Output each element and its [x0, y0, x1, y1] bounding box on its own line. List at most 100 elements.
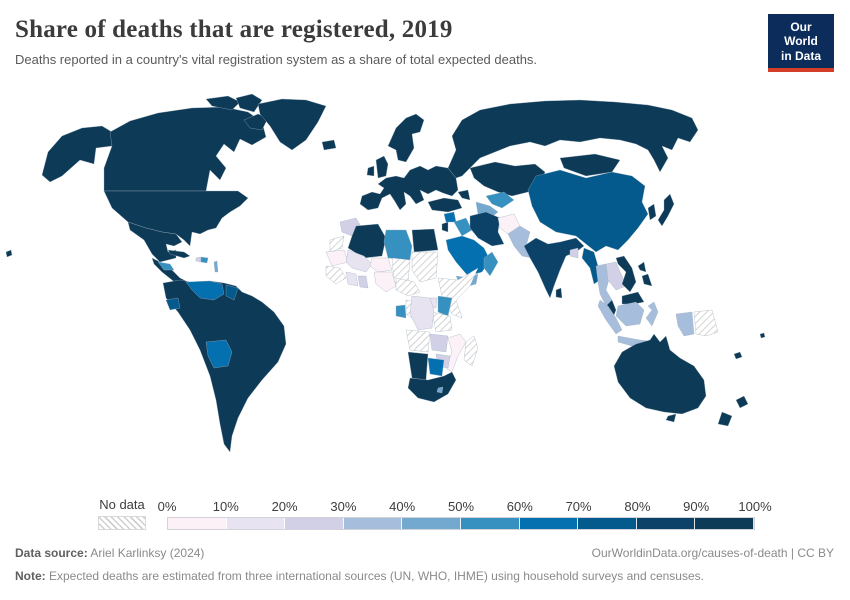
region-angola[interactable] [405, 329, 431, 353]
region-saudi-arabia[interactable] [445, 235, 491, 277]
legend-bin-20-30[interactable] [285, 518, 344, 529]
region-south-africa[interactable] [407, 371, 457, 403]
legend-tick-label: 70% [565, 499, 592, 514]
region-mauritania[interactable] [325, 249, 349, 267]
legend-tick-label: 30% [330, 499, 357, 514]
region-iraq[interactable] [453, 217, 473, 237]
region-cote-divoire[interactable] [345, 271, 359, 287]
legend-tick-label: 100% [738, 499, 772, 514]
owid-logo[interactable]: Our World in Data [768, 14, 834, 73]
region-bolivia[interactable] [205, 339, 233, 369]
legend-bin-40-50[interactable] [402, 518, 461, 529]
region-russia[interactable] [447, 99, 699, 179]
region-papua-new-guinea[interactable] [693, 309, 719, 337]
region-bangladesh[interactable] [569, 247, 579, 259]
region-malaysia-borneo[interactable] [621, 291, 645, 305]
legend-tick-label: 50% [447, 499, 475, 514]
region-niger[interactable] [369, 257, 393, 273]
region-china[interactable] [527, 169, 649, 253]
data-source-text: Ariel Karlinksy (2024) [87, 546, 205, 560]
region-scandinavia[interactable] [387, 113, 425, 163]
region-mali[interactable] [345, 249, 373, 273]
region-algeria[interactable] [347, 223, 387, 259]
region-zambia[interactable] [429, 333, 449, 353]
legend-bin-0-10[interactable] [168, 518, 227, 529]
legend-bin-30-40[interactable] [343, 518, 403, 529]
legend-bin-50-60[interactable] [460, 518, 520, 529]
region-baffin-island[interactable] [243, 113, 269, 131]
region-iceland[interactable] [321, 139, 337, 151]
region-sri-lanka[interactable] [555, 287, 563, 299]
region-arctic-island-1[interactable] [205, 95, 241, 111]
region-drc[interactable] [409, 295, 435, 331]
region-chad[interactable] [391, 257, 411, 283]
region-guyana[interactable] [225, 284, 239, 301]
region-dominican-republic[interactable] [200, 256, 209, 264]
region-caucasus[interactable] [457, 189, 471, 201]
owid-url-link[interactable]: OurWorldinData.org/causes-of-death | CC … [591, 546, 834, 560]
region-united-kingdom[interactable] [375, 155, 389, 179]
region-ghana[interactable] [357, 275, 369, 289]
region-namibia[interactable] [407, 351, 429, 381]
region-sumatra[interactable] [597, 299, 623, 335]
region-oman[interactable] [483, 251, 499, 277]
region-tasmania[interactable] [665, 413, 677, 423]
legend-bin-10-20[interactable] [226, 518, 286, 529]
legend-bin-70-80[interactable] [578, 518, 637, 529]
legend-no-data[interactable]: No data [98, 497, 146, 530]
region-myanmar[interactable] [581, 247, 601, 285]
region-vietnam[interactable] [615, 255, 637, 293]
region-alaska[interactable] [41, 125, 113, 183]
region-cameroon-car[interactable] [395, 277, 421, 297]
region-turkey[interactable] [427, 197, 463, 213]
region-lesser-antilles[interactable] [213, 260, 219, 273]
region-ecuador[interactable] [165, 297, 181, 311]
region-nigeria[interactable] [373, 271, 397, 293]
region-korea[interactable] [647, 203, 657, 221]
region-libya[interactable] [383, 229, 413, 261]
region-botswana[interactable] [427, 357, 445, 377]
region-gabon[interactable] [395, 304, 407, 319]
region-venezuela[interactable] [185, 280, 225, 301]
region-japan[interactable] [657, 193, 675, 227]
legend-bin-80-90[interactable] [636, 518, 696, 529]
region-western-sahara[interactable] [329, 235, 345, 253]
region-greenland[interactable] [257, 98, 327, 151]
region-honduras[interactable] [157, 261, 175, 271]
region-cuba[interactable] [167, 249, 191, 259]
region-egypt[interactable] [411, 228, 439, 253]
region-india[interactable] [523, 237, 585, 299]
region-australia[interactable] [613, 333, 707, 415]
region-west-papua[interactable] [675, 311, 695, 337]
note-text: Expected deaths are estimated from three… [45, 569, 704, 583]
region-uzbekistan[interactable] [485, 191, 515, 209]
region-hawaii[interactable] [5, 249, 13, 258]
owid-logo-line1: Our World [784, 20, 818, 49]
region-arctic-island-2[interactable] [235, 93, 263, 113]
region-jordan-israel[interactable] [441, 221, 449, 233]
region-west-africa-guinea[interactable] [325, 265, 347, 285]
region-new-zealand[interactable] [717, 395, 749, 427]
region-europe-mainland[interactable] [359, 165, 459, 211]
region-haiti[interactable] [195, 256, 202, 263]
region-new-caledonia[interactable] [733, 351, 743, 360]
region-canada[interactable] [103, 106, 267, 192]
region-sulawesi[interactable] [645, 301, 659, 327]
legend-bin-60-70[interactable] [519, 518, 579, 529]
region-kenya[interactable] [437, 295, 453, 317]
region-lesotho[interactable] [436, 386, 444, 394]
data-source-label: Data source: [15, 546, 88, 560]
region-tanzania[interactable] [431, 311, 453, 333]
region-madagascar[interactable] [463, 335, 479, 367]
legend-bin-90-100[interactable] [695, 518, 754, 529]
region-fiji[interactable] [759, 332, 766, 339]
region-borneo-indonesia[interactable] [615, 301, 645, 327]
region-ireland[interactable] [366, 165, 375, 177]
region-syria[interactable] [443, 211, 457, 223]
region-philippines[interactable] [637, 261, 653, 287]
legend-no-data-swatch[interactable] [98, 516, 146, 530]
region-mozambique[interactable] [445, 333, 467, 373]
region-sudan[interactable] [411, 251, 439, 283]
region-iran[interactable] [469, 211, 505, 247]
region-mexico[interactable] [127, 221, 183, 263]
